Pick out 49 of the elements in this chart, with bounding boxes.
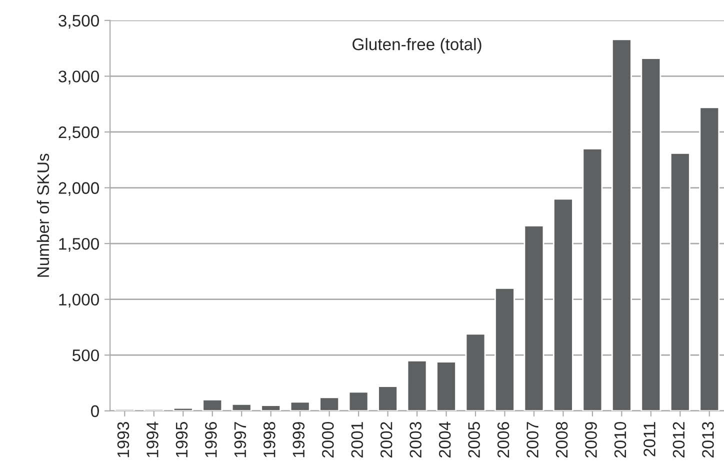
x-tick-label: 2011 <box>644 422 656 456</box>
x-tick-label: 2003 <box>410 422 422 458</box>
bar <box>670 152 690 411</box>
bar <box>231 403 252 411</box>
x-tick-label: 2002 <box>380 422 392 458</box>
x-tick-label: 1996 <box>205 422 217 458</box>
bar <box>406 360 428 411</box>
y-tick-label: 1,500 <box>59 238 99 252</box>
bar <box>611 38 632 411</box>
x-tick-label: 2006 <box>497 422 510 458</box>
y-tick-label: 2,500 <box>58 126 99 140</box>
x-tick-label: 2008 <box>556 422 568 458</box>
x-tick-label: 2009 <box>585 422 597 458</box>
bar <box>494 287 515 411</box>
x-tick-label: 2010 <box>614 422 626 458</box>
bar <box>524 224 544 411</box>
bar <box>290 401 310 411</box>
bar <box>582 148 603 411</box>
x-tick-label: 2012 <box>672 422 685 458</box>
x-tick-label: 1994 <box>146 422 158 458</box>
y-tick-label: 500 <box>72 349 99 362</box>
bar <box>465 333 486 411</box>
bar <box>436 361 456 411</box>
bar <box>348 391 369 411</box>
y-tick-label: 1,000 <box>59 294 99 308</box>
y-axis-title: Number of SKUs <box>36 154 50 277</box>
y-tick-label: 3,000 <box>58 70 99 84</box>
bar <box>640 58 662 411</box>
x-tick-label: 2001 <box>351 422 364 458</box>
bar <box>553 198 574 411</box>
x-tick-label: 2007 <box>526 422 538 458</box>
y-tick-label: 2,000 <box>58 182 99 196</box>
annotation: Gluten-free (total) <box>352 38 482 54</box>
x-tick-label: 1995 <box>176 422 188 458</box>
y-tick-label: 3,500 <box>58 14 99 29</box>
y-tick-label: 0 <box>91 405 99 418</box>
bar <box>319 396 340 411</box>
x-tick-label: 2013 <box>702 422 714 458</box>
x-tick-label: 1993 <box>117 422 130 458</box>
bar <box>699 106 720 411</box>
bar <box>202 399 223 411</box>
bar <box>260 404 282 411</box>
x-tick-label: 1997 <box>234 422 246 458</box>
x-tick-label: 2004 <box>438 422 451 458</box>
x-tick-label: 2005 <box>468 422 480 458</box>
x-tick-label: 2000 <box>322 422 334 458</box>
x-tick-label: 1998 <box>264 422 276 458</box>
x-tick-label: 1999 <box>292 422 305 458</box>
bar <box>378 386 398 411</box>
